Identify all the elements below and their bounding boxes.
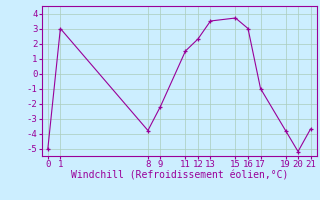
X-axis label: Windchill (Refroidissement éolien,°C): Windchill (Refroidissement éolien,°C) — [70, 171, 288, 181]
